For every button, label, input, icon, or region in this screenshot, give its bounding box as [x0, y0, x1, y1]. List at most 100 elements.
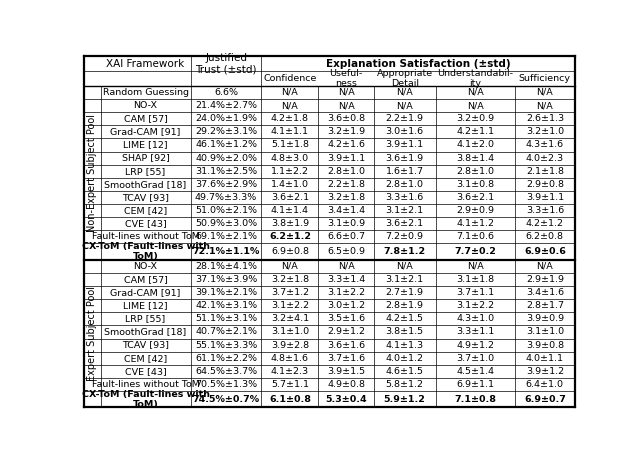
Text: 37.6%±2.9%: 37.6%±2.9% [195, 180, 257, 189]
Text: 3.3±1.1: 3.3±1.1 [456, 327, 494, 336]
Text: Random Guessing: Random Guessing [102, 88, 189, 97]
Text: 4.0±2.3: 4.0±2.3 [526, 154, 564, 162]
Text: 3.1±2.2: 3.1±2.2 [271, 301, 309, 310]
Text: 4.8±3.0: 4.8±3.0 [271, 154, 309, 162]
Text: N/A: N/A [282, 262, 298, 271]
Text: 7.2±0.9: 7.2±0.9 [386, 232, 424, 241]
Text: 2.8±1.0: 2.8±1.0 [327, 167, 365, 176]
Text: 40.9%±2.0%: 40.9%±2.0% [195, 154, 257, 162]
Text: 4.2±1.8: 4.2±1.8 [271, 114, 309, 123]
Text: 4.2±1.1: 4.2±1.1 [456, 127, 494, 136]
Text: 3.9±1.2: 3.9±1.2 [526, 367, 564, 376]
Text: CX-ToM (Fault-lines with
ToM): CX-ToM (Fault-lines with ToM) [82, 242, 210, 261]
Text: 3.6±0.8: 3.6±0.8 [327, 114, 365, 123]
Text: TCAV [93]: TCAV [93] [122, 341, 169, 350]
Text: Expert Subject Pool: Expert Subject Pool [87, 286, 97, 381]
Text: 2.8±1.0: 2.8±1.0 [386, 180, 424, 189]
Text: 3.2±4.1: 3.2±4.1 [271, 314, 309, 323]
Text: Useful-
ness: Useful- ness [330, 69, 363, 88]
Text: N/A: N/A [338, 101, 355, 110]
Text: CVE [43]: CVE [43] [125, 367, 166, 376]
Text: 4.1±1.1: 4.1±1.1 [271, 127, 309, 136]
Text: N/A: N/A [282, 101, 298, 110]
Text: 3.1±2.1: 3.1±2.1 [386, 275, 424, 284]
Text: 3.9±1.5: 3.9±1.5 [327, 367, 365, 376]
Text: 4.1±1.4: 4.1±1.4 [271, 206, 309, 215]
Text: 3.0±1.2: 3.0±1.2 [327, 301, 365, 310]
Text: 3.7±1.6: 3.7±1.6 [327, 354, 365, 363]
Text: 4.3±1.0: 4.3±1.0 [456, 314, 494, 323]
Text: 2.8±1.0: 2.8±1.0 [456, 167, 494, 176]
Text: 1.4±1.0: 1.4±1.0 [271, 180, 309, 189]
Text: 72.1%±1.1%: 72.1%±1.1% [193, 247, 260, 256]
Text: Grad-CAM [91]: Grad-CAM [91] [111, 288, 181, 297]
Text: Confidence: Confidence [263, 74, 317, 83]
Text: SmoothGrad [18]: SmoothGrad [18] [104, 327, 187, 336]
Text: 3.4±1.6: 3.4±1.6 [526, 288, 564, 297]
Text: 49.7%±3.3%: 49.7%±3.3% [195, 193, 257, 202]
Text: CX-ToM (Fault-lines with
ToM): CX-ToM (Fault-lines with ToM) [82, 390, 210, 409]
Text: N/A: N/A [396, 101, 413, 110]
Text: 7.1±0.6: 7.1±0.6 [456, 232, 494, 241]
Text: 3.6±1.6: 3.6±1.6 [327, 341, 365, 350]
Text: SmoothGrad [18]: SmoothGrad [18] [104, 180, 187, 189]
Text: 3.2±0.9: 3.2±0.9 [456, 114, 494, 123]
Text: 4.6±1.5: 4.6±1.5 [386, 367, 424, 376]
Text: 3.5±1.6: 3.5±1.6 [327, 314, 365, 323]
Text: N/A: N/A [396, 262, 413, 271]
Text: 3.6±2.1: 3.6±2.1 [271, 193, 309, 202]
Text: NO-X: NO-X [134, 101, 157, 110]
Text: 4.1±2.0: 4.1±2.0 [456, 140, 494, 150]
Text: 6.6±0.7: 6.6±0.7 [327, 232, 365, 241]
Text: CAM [57]: CAM [57] [124, 275, 168, 284]
Text: N/A: N/A [536, 88, 553, 97]
Text: 4.1±1.2: 4.1±1.2 [456, 219, 494, 228]
Text: NO-X: NO-X [134, 262, 157, 271]
Text: 5.3±0.4: 5.3±0.4 [325, 395, 367, 404]
Text: 2.9±0.8: 2.9±0.8 [526, 180, 564, 189]
Text: 2.2±1.8: 2.2±1.8 [327, 180, 365, 189]
Text: Understandabil-
ity: Understandabil- ity [437, 69, 513, 88]
Text: N/A: N/A [536, 262, 553, 271]
Text: 3.9±1.1: 3.9±1.1 [386, 140, 424, 150]
Text: 21.4%±2.7%: 21.4%±2.7% [195, 101, 257, 110]
Text: 7.8±1.2: 7.8±1.2 [383, 247, 426, 256]
Text: 4.0±1.1: 4.0±1.1 [526, 354, 564, 363]
Text: 6.2±0.8: 6.2±0.8 [526, 232, 564, 241]
Text: N/A: N/A [338, 88, 355, 97]
Text: 4.2±1.6: 4.2±1.6 [327, 140, 365, 150]
Text: 3.1±2.2: 3.1±2.2 [327, 288, 365, 297]
Text: 51.0%±2.1%: 51.0%±2.1% [195, 206, 257, 215]
Text: 7.7±0.2: 7.7±0.2 [454, 247, 496, 256]
Text: 1.6±1.7: 1.6±1.7 [386, 167, 424, 176]
Text: 61.1%±2.2%: 61.1%±2.2% [195, 354, 257, 363]
Text: 64.5%±3.7%: 64.5%±3.7% [195, 367, 257, 376]
Text: 2.7±1.9: 2.7±1.9 [386, 288, 424, 297]
Text: 5.1±1.8: 5.1±1.8 [271, 140, 309, 150]
Text: Justified
Trust (±std): Justified Trust (±std) [195, 53, 257, 74]
Text: 31.1%±2.5%: 31.1%±2.5% [195, 167, 257, 176]
Text: 3.1±0.8: 3.1±0.8 [456, 180, 494, 189]
Text: 6.9±0.7: 6.9±0.7 [524, 395, 566, 404]
Text: 2.1±1.8: 2.1±1.8 [526, 167, 564, 176]
Text: 42.1%±3.1%: 42.1%±3.1% [195, 301, 257, 310]
Text: 6.4±1.0: 6.4±1.0 [526, 380, 564, 389]
Text: 4.9±1.2: 4.9±1.2 [456, 341, 494, 350]
Text: 3.8±1.9: 3.8±1.9 [271, 219, 309, 228]
Text: 2.2±1.9: 2.2±1.9 [386, 114, 424, 123]
Text: 4.3±1.6: 4.3±1.6 [526, 140, 564, 150]
Text: N/A: N/A [338, 262, 355, 271]
Text: 5.7±1.1: 5.7±1.1 [271, 380, 309, 389]
Text: 3.8±1.4: 3.8±1.4 [456, 154, 494, 162]
Text: 3.9±0.9: 3.9±0.9 [526, 314, 564, 323]
Text: 3.9±0.8: 3.9±0.8 [526, 341, 564, 350]
Text: 3.1±2.1: 3.1±2.1 [386, 206, 424, 215]
Text: 51.1%±3.1%: 51.1%±3.1% [195, 314, 257, 323]
Text: 24.0%±1.9%: 24.0%±1.9% [195, 114, 257, 123]
Text: 74.5%±0.7%: 74.5%±0.7% [193, 395, 260, 404]
Text: 69.1%±2.1%: 69.1%±2.1% [195, 232, 257, 241]
Text: Fault-lines without ToM: Fault-lines without ToM [92, 232, 200, 241]
Text: LRP [55]: LRP [55] [125, 314, 166, 323]
Text: 4.2±1.2: 4.2±1.2 [526, 219, 564, 228]
Text: 4.5±1.4: 4.5±1.4 [456, 367, 494, 376]
